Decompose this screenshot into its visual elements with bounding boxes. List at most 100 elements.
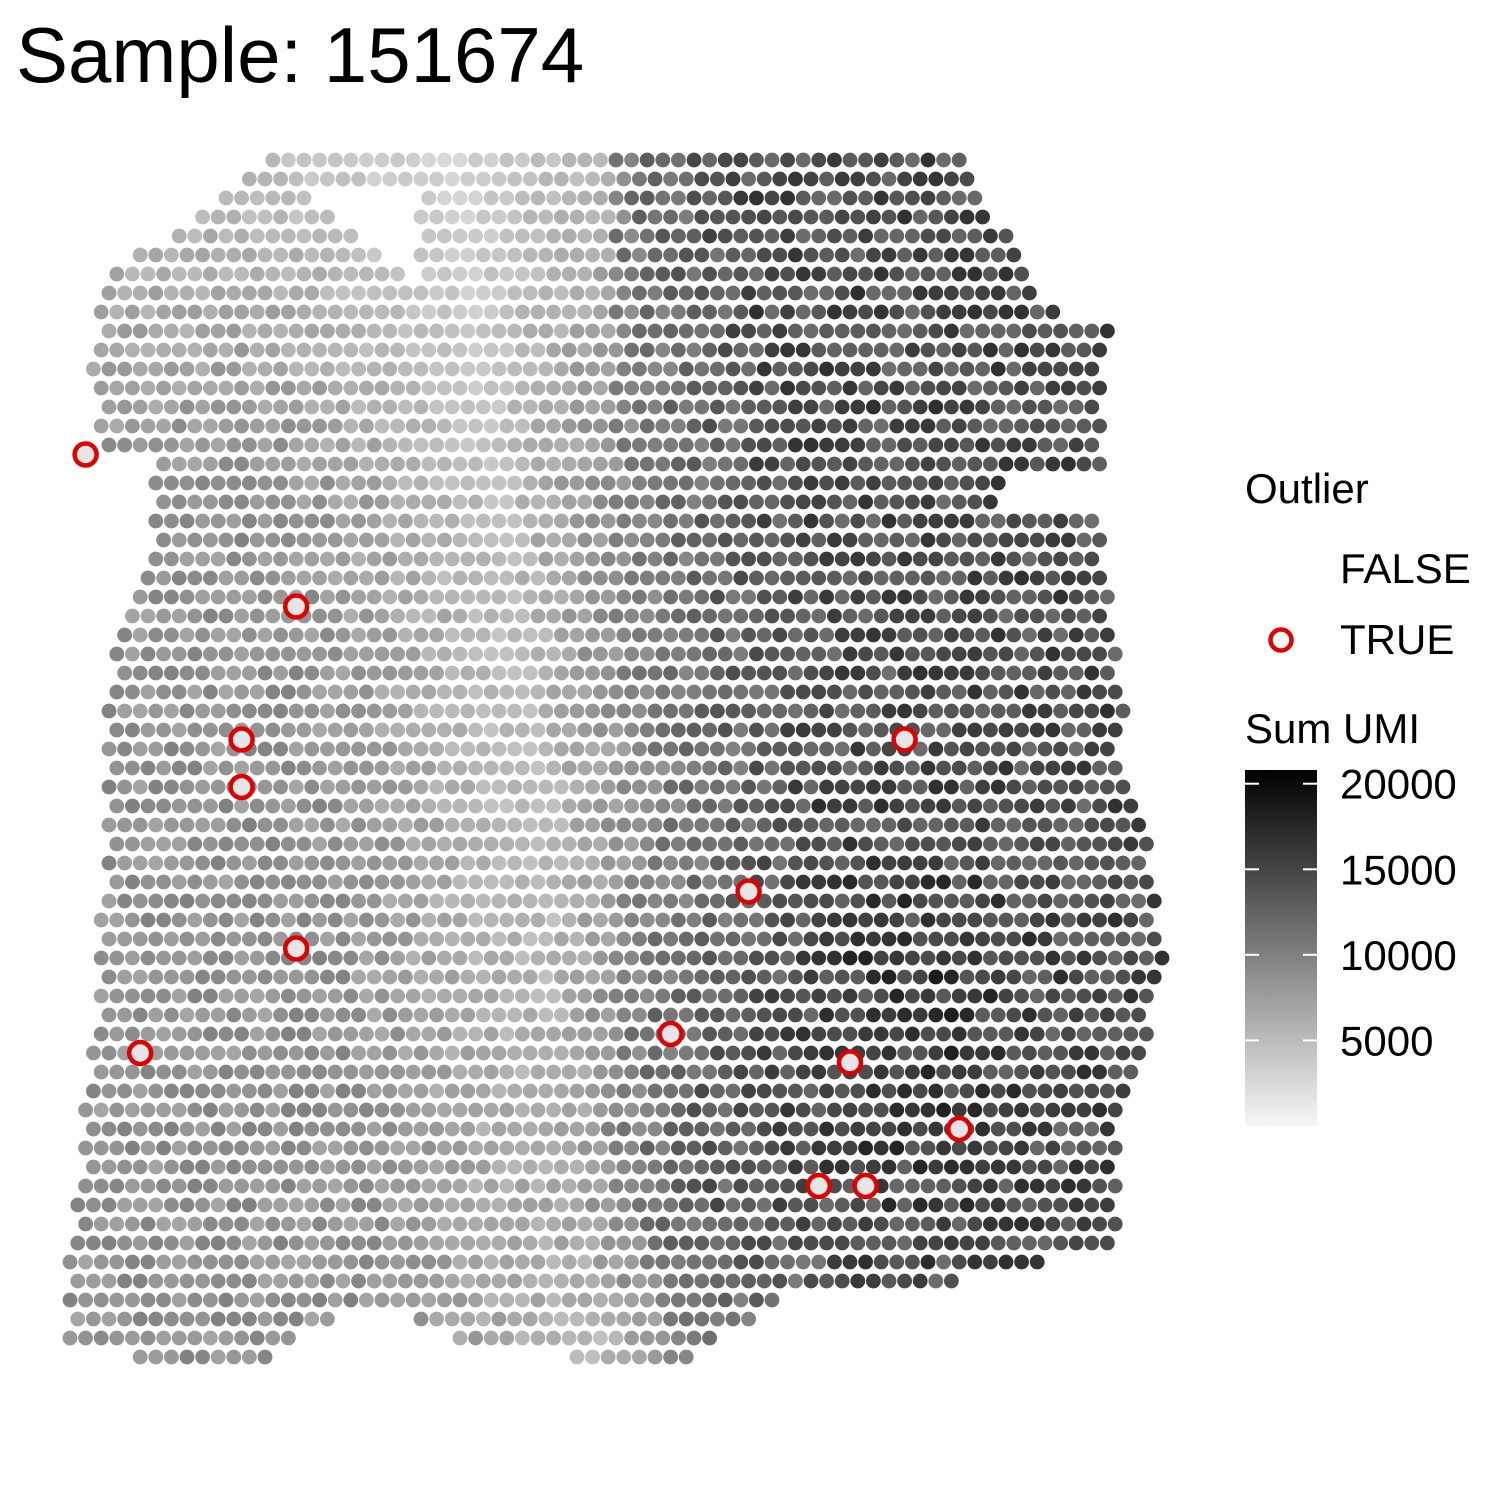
spot bbox=[437, 798, 452, 814]
spot bbox=[187, 228, 203, 244]
spot bbox=[187, 570, 203, 586]
spot bbox=[928, 209, 944, 225]
spot bbox=[281, 1254, 296, 1270]
spot bbox=[1053, 1197, 1068, 1213]
spot bbox=[889, 266, 905, 282]
spot bbox=[585, 1349, 600, 1365]
spot bbox=[639, 912, 655, 928]
spot bbox=[366, 399, 382, 415]
spot bbox=[1014, 684, 1029, 700]
spot bbox=[421, 570, 437, 586]
spot bbox=[834, 703, 850, 719]
spot bbox=[405, 304, 421, 320]
spot bbox=[1123, 836, 1139, 852]
spot bbox=[1139, 988, 1154, 1004]
spot bbox=[288, 1311, 304, 1327]
spot bbox=[632, 1235, 647, 1251]
spot bbox=[811, 608, 827, 624]
spot bbox=[671, 1292, 686, 1308]
spot bbox=[281, 494, 296, 510]
spot bbox=[156, 1178, 172, 1194]
spot bbox=[569, 627, 585, 643]
spot bbox=[608, 950, 624, 966]
spot bbox=[257, 703, 273, 719]
spot bbox=[593, 836, 608, 852]
spot bbox=[257, 1349, 273, 1365]
spot bbox=[242, 627, 257, 643]
spot bbox=[249, 684, 265, 700]
spot bbox=[124, 798, 140, 814]
spot bbox=[702, 1178, 717, 1194]
spot bbox=[1100, 779, 1115, 795]
spot bbox=[507, 323, 522, 339]
spot bbox=[327, 798, 343, 814]
spot bbox=[842, 380, 858, 396]
spot bbox=[1053, 779, 1068, 795]
spot bbox=[827, 836, 842, 852]
spot bbox=[967, 532, 983, 548]
spot bbox=[788, 589, 803, 605]
spot bbox=[1006, 1235, 1022, 1251]
spot bbox=[593, 608, 608, 624]
spot bbox=[1022, 893, 1037, 909]
spot bbox=[273, 475, 288, 491]
spot bbox=[530, 418, 546, 434]
spot bbox=[983, 988, 998, 1004]
spot bbox=[647, 817, 663, 833]
spot bbox=[444, 931, 460, 947]
spot bbox=[522, 741, 538, 757]
spot bbox=[265, 1216, 281, 1232]
spot bbox=[1100, 1121, 1115, 1137]
spot bbox=[351, 247, 366, 263]
spot bbox=[655, 722, 671, 738]
spot bbox=[967, 304, 983, 320]
spot bbox=[86, 361, 101, 377]
spot bbox=[912, 969, 928, 985]
spot bbox=[717, 1102, 733, 1118]
spot bbox=[437, 266, 452, 282]
spot bbox=[819, 399, 834, 415]
spot bbox=[491, 171, 507, 187]
spot bbox=[990, 437, 1006, 453]
spot bbox=[936, 342, 951, 358]
spot bbox=[249, 1292, 265, 1308]
spot bbox=[117, 399, 132, 415]
spot bbox=[600, 627, 616, 643]
spot bbox=[936, 1102, 951, 1118]
spot bbox=[179, 1235, 195, 1251]
spot bbox=[569, 437, 585, 453]
spot bbox=[905, 418, 920, 434]
spot bbox=[912, 779, 928, 795]
spot bbox=[702, 798, 717, 814]
spot bbox=[124, 1102, 140, 1118]
spot bbox=[756, 513, 772, 529]
outlier-spot-9 bbox=[836, 1049, 864, 1076]
spot bbox=[343, 988, 359, 1004]
spot bbox=[476, 665, 491, 681]
spot bbox=[733, 912, 749, 928]
spot bbox=[195, 589, 211, 605]
spot bbox=[577, 608, 593, 624]
spot bbox=[959, 1045, 975, 1061]
spot bbox=[413, 1121, 429, 1137]
spot bbox=[944, 437, 959, 453]
spot bbox=[421, 874, 437, 890]
spot bbox=[296, 1140, 312, 1156]
spot bbox=[725, 741, 741, 757]
spot bbox=[1092, 380, 1107, 396]
spot bbox=[530, 1026, 546, 1042]
spot bbox=[1061, 1102, 1076, 1118]
spot bbox=[569, 551, 585, 567]
spot bbox=[117, 1121, 132, 1137]
spot bbox=[164, 361, 179, 377]
spot bbox=[600, 513, 616, 529]
spot bbox=[873, 380, 889, 396]
spot bbox=[663, 779, 678, 795]
spot bbox=[343, 1026, 359, 1042]
spot bbox=[1061, 570, 1076, 586]
spot bbox=[624, 494, 639, 510]
spot bbox=[1029, 380, 1045, 396]
spot bbox=[764, 760, 780, 776]
spot bbox=[507, 437, 522, 453]
spot bbox=[210, 1311, 226, 1327]
